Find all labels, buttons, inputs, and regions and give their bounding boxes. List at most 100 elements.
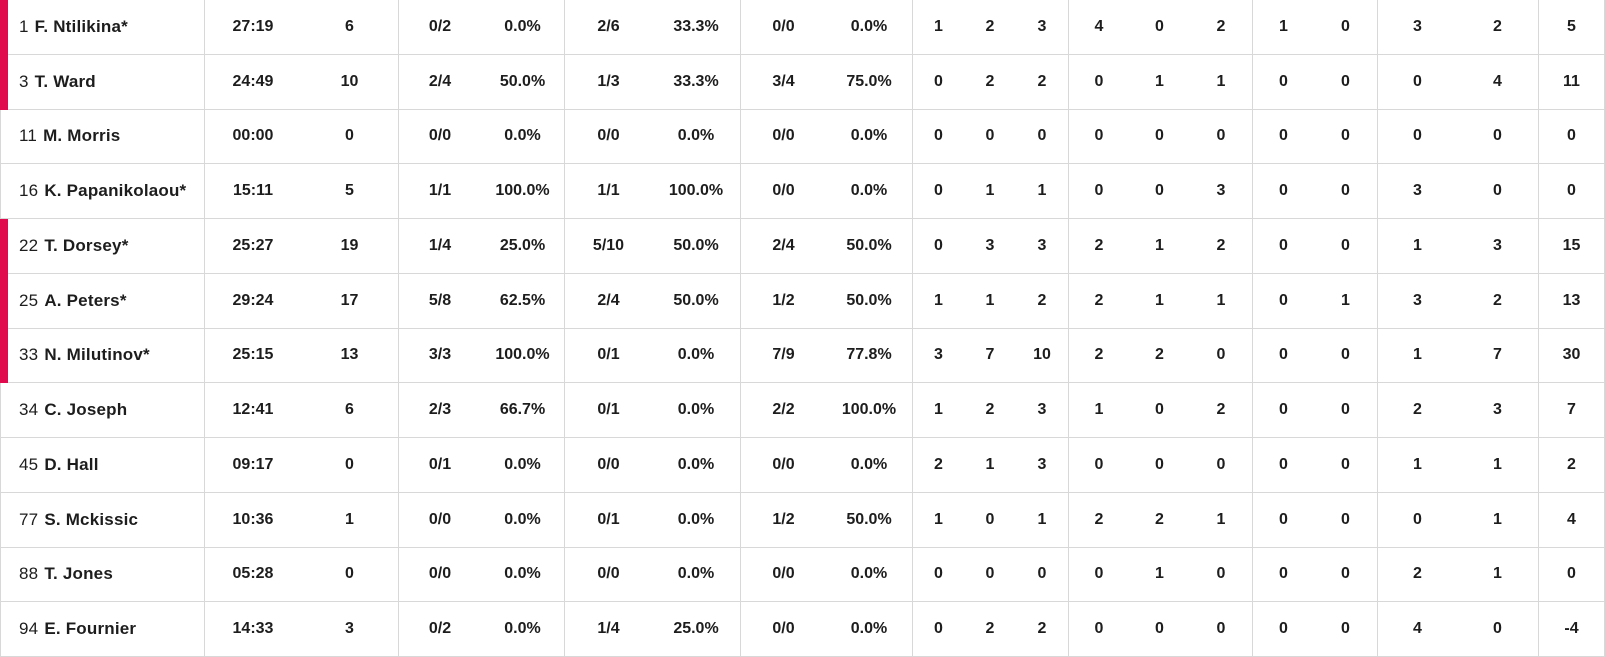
offensive-rebounds-cell: 0 — [912, 164, 964, 218]
assists-cell: 2 — [1068, 328, 1129, 383]
blocks-cell: 0 — [1252, 492, 1314, 547]
player-name-cell[interactable]: 94 E. Fournier — [1, 602, 204, 656]
offensive-rebounds-cell: 1 — [912, 383, 964, 437]
blocks-against-cell: 0 — [1341, 510, 1350, 528]
ft-made-attempted-cell: 0/0 — [740, 109, 826, 164]
blocks-against-cell: 0 — [1341, 182, 1350, 200]
fg3-made-attempted-cell: 2/6 — [564, 0, 652, 54]
fg3-made-attempted-cell: 1/1 — [564, 164, 652, 218]
ft-percent-cell: 0.0% — [850, 17, 888, 35]
blocks-against-cell: 0 — [1341, 236, 1350, 254]
steals-cell: 1 — [1155, 565, 1164, 583]
fg3-made-attempted-cell: 0/1 — [564, 383, 652, 437]
turnovers-cell: 2 — [1216, 401, 1226, 419]
pir-cell: 15 — [1538, 219, 1604, 273]
player-name-cell[interactable]: 16 K. Papanikolaou* — [1, 164, 204, 218]
blocks-cell: 0 — [1252, 109, 1314, 164]
player-name: M. Morris — [43, 126, 121, 146]
ft-made-attempted-cell: 0/0 — [740, 602, 826, 656]
steals-cell: 0 — [1155, 17, 1164, 35]
fouls-drawn-cell: 3 — [1493, 236, 1502, 254]
offensive-rebounds-cell: 3 — [912, 328, 964, 383]
fouls-drawn-cell: 0 — [1493, 620, 1502, 638]
player-name: C. Joseph — [44, 400, 128, 420]
assists-cell: 0 — [1068, 54, 1129, 109]
player-row: 16 K. Papanikolaou* 15:11 5 1/1 100.0% 1… — [0, 164, 1605, 219]
turnovers-cell: 0 — [1216, 346, 1226, 364]
turnovers-cell: 1 — [1216, 510, 1226, 528]
points-cell: 3 — [345, 620, 354, 638]
fg2-made-attempted-cell: 1/1 — [398, 164, 481, 218]
turnovers-cell: 1 — [1216, 72, 1226, 90]
fg3-percent-cell: 25.0% — [673, 620, 719, 638]
blocks-against-cell: 0 — [1341, 72, 1350, 90]
total-rebounds-cell: 3 — [1037, 17, 1047, 35]
blocks-cell: 0 — [1252, 273, 1314, 328]
ft-percent-cell: 0.0% — [850, 620, 888, 638]
player-name-cell[interactable]: 77 S. Mckissic — [1, 493, 204, 547]
points-cell: 5 — [345, 182, 354, 200]
fouls-drawn-cell: 1 — [1493, 510, 1502, 528]
steals-cell: 0 — [1155, 127, 1164, 145]
on-court-indicator — [0, 328, 8, 384]
player-jersey-number: 3 — [19, 71, 29, 91]
defensive-rebounds-cell: 2 — [985, 401, 995, 419]
player-row: 22 T. Dorsey* 25:27 19 1/4 25.0% 5/10 50… — [0, 219, 1605, 274]
defensive-rebounds-cell: 2 — [985, 17, 995, 35]
assists-cell: 4 — [1068, 0, 1129, 54]
player-jersey-number: 25 — [19, 290, 39, 310]
player-name-cell[interactable]: 22 T. Dorsey* — [1, 219, 204, 273]
fg3-percent-cell: 0.0% — [677, 346, 715, 364]
player-name-cell[interactable]: 11 M. Morris — [1, 110, 204, 164]
total-rebounds-cell: 2 — [1037, 620, 1047, 638]
points-cell: 17 — [340, 291, 359, 309]
fg3-made-attempted-cell: 0/0 — [564, 438, 652, 492]
points-cell: 0 — [345, 455, 354, 473]
fg3-made-attempted-cell: 1/3 — [564, 54, 652, 109]
player-jersey-number: 45 — [19, 454, 39, 474]
fg2-percent-cell: 0.0% — [504, 127, 541, 145]
player-name-cell[interactable]: 45 D. Hall — [1, 438, 204, 492]
player-name-cell[interactable]: 3 T. Ward — [1, 55, 204, 109]
blocks-cell: 0 — [1252, 164, 1314, 218]
fouls-drawn-cell: 7 — [1493, 346, 1502, 364]
total-rebounds-cell: 2 — [1037, 72, 1047, 90]
points-cell: 0 — [345, 127, 354, 145]
minutes-cell: 00:00 — [204, 109, 301, 164]
player-row: 25 A. Peters* 29:24 17 5/8 62.5% 2/4 50.… — [0, 273, 1605, 329]
pir-cell: 4 — [1538, 492, 1604, 547]
player-name-cell[interactable]: 88 T. Jones — [1, 548, 204, 602]
player-name: F. Ntilikina* — [34, 16, 128, 36]
blocks-cell: 1 — [1252, 0, 1314, 54]
player-name-cell[interactable]: 1 F. Ntilikina* — [1, 0, 204, 54]
fouls-committed-cell: 3 — [1377, 0, 1457, 54]
fouls-committed-cell: 1 — [1377, 219, 1457, 273]
player-name-cell[interactable]: 33 N. Milutinov* — [1, 329, 204, 383]
fouls-committed-cell: 3 — [1377, 164, 1457, 218]
player-name: T. Dorsey* — [44, 235, 129, 255]
offensive-rebounds-cell: 0 — [912, 547, 964, 602]
blocks-against-cell: 0 — [1341, 17, 1350, 35]
defensive-rebounds-cell: 1 — [985, 182, 995, 200]
fouls-committed-cell: 3 — [1377, 273, 1457, 328]
player-name-cell[interactable]: 34 C. Joseph — [1, 383, 204, 437]
total-rebounds-cell: 2 — [1037, 291, 1047, 309]
player-row: 34 C. Joseph 12:41 6 2/3 66.7% 0/1 0.0% … — [0, 383, 1605, 438]
player-jersey-number: 34 — [19, 400, 39, 420]
ft-made-attempted-cell: 1/2 — [740, 492, 826, 547]
player-jersey-number: 1 — [19, 16, 29, 36]
assists-cell: 0 — [1068, 109, 1129, 164]
offensive-rebounds-cell: 0 — [912, 54, 964, 109]
blocks-cell: 0 — [1252, 383, 1314, 437]
blocks-against-cell: 0 — [1341, 401, 1350, 419]
steals-cell: 1 — [1155, 72, 1164, 90]
assists-cell: 2 — [1068, 273, 1129, 328]
steals-cell: 2 — [1155, 510, 1164, 528]
minutes-cell: 05:28 — [204, 547, 301, 602]
total-rebounds-cell: 10 — [1033, 346, 1051, 364]
player-jersey-number: 33 — [19, 345, 39, 365]
player-name-cell[interactable]: 25 A. Peters* — [1, 274, 204, 328]
fouls-drawn-cell: 1 — [1493, 455, 1502, 473]
player-jersey-number: 22 — [19, 235, 39, 255]
